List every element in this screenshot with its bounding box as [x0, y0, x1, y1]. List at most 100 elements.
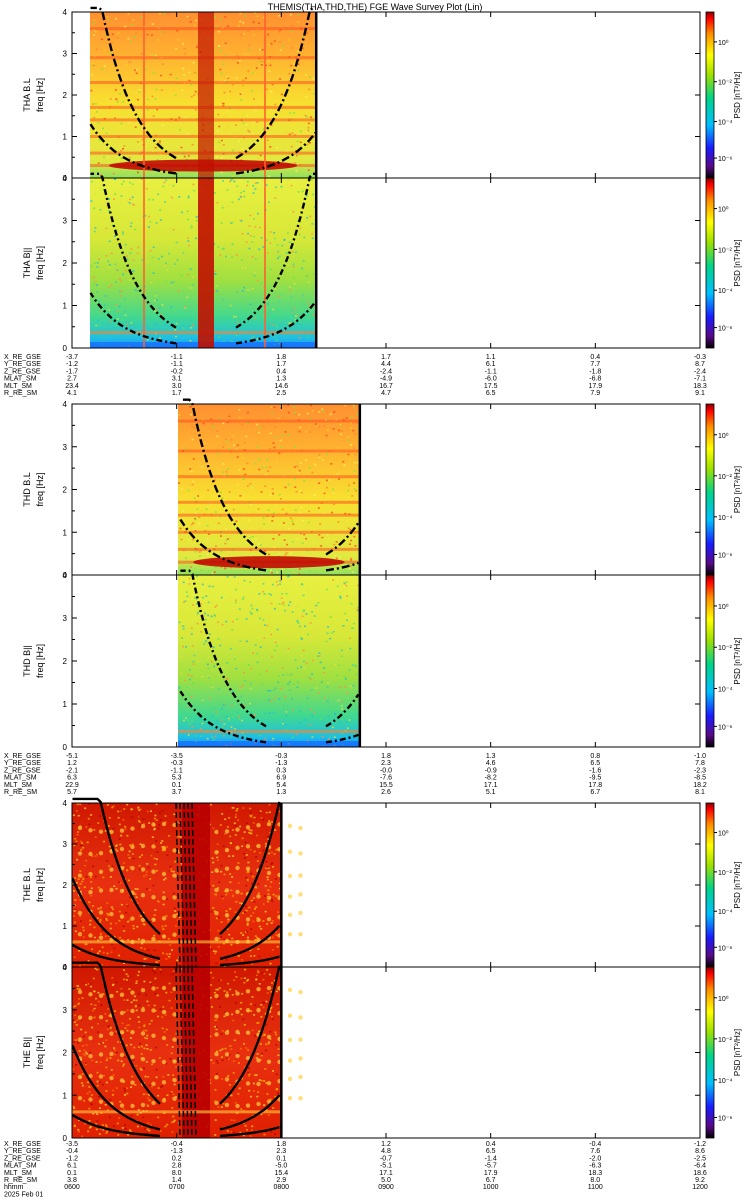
spectrogram-speckle: [218, 141, 221, 144]
spectrogram-speckle: [266, 690, 269, 692]
spectrogram-speckle: [253, 1014, 256, 1016]
spectrogram-speckle: [268, 70, 271, 72]
spectrogram-speckle: [339, 686, 342, 689]
spectrogram-speckle: [161, 304, 164, 306]
colorbar-tick-label: 10⁻²: [718, 474, 732, 481]
spectrogram-speckle: [309, 622, 312, 624]
spectrogram-speckle: [194, 518, 197, 521]
spectrogram-speckle: [118, 290, 121, 293]
spectrogram-speckle: [85, 1044, 88, 1046]
spectrogram-speckle: [240, 932, 243, 934]
spectrogram-speckle: [169, 73, 172, 76]
gyrofrequency-curve: [175, 802, 181, 968]
spectrogram-speckle: [216, 328, 219, 331]
spectrogram-speckle: [285, 406, 288, 408]
spectrogram-speckle: [248, 664, 250, 666]
spectrogram-speckle: [123, 298, 126, 301]
spectrogram-speckle: [156, 987, 159, 989]
ephemeris-value: 8.0: [590, 1177, 600, 1184]
spectrogram-speckle: [224, 833, 227, 835]
spectrogram-speckle: [343, 464, 346, 466]
spectrogram-speckle: [237, 244, 240, 247]
spectrogram-speckle: [245, 567, 248, 569]
spectrogram-speckle: [107, 1008, 110, 1010]
spectrogram-speckle: [232, 1019, 235, 1022]
spectrogram-speckle: [211, 715, 214, 717]
spectrogram-speckle: [288, 322, 291, 325]
spectrogram-speckle: [106, 860, 109, 862]
spectrogram-speckle: [318, 537, 321, 539]
spectrogram-speckle: [155, 222, 158, 224]
harmonic-dot: [88, 1097, 93, 1102]
spectrogram-speckle: [87, 983, 90, 985]
spectrogram-speckle: [243, 1043, 245, 1045]
ephemeris-label: MLAT_SM: [4, 376, 37, 383]
harmonic-dot: [266, 985, 272, 991]
spectrogram-speckle: [237, 819, 240, 821]
spectrogram-speckle: [331, 726, 334, 729]
spectrogram-speckle: [293, 307, 296, 309]
spectrogram-speckle: [82, 846, 85, 849]
spectrogram-speckle: [191, 720, 194, 723]
harmonic-dot: [88, 1054, 93, 1059]
spectrogram-speckle: [222, 704, 225, 706]
spectrogram-speckle: [338, 429, 340, 432]
spectrogram-speckle: [233, 728, 236, 730]
ephemeris-value: -8.2: [485, 775, 497, 782]
spectrogram-speckle: [348, 719, 351, 721]
spectrogram-speckle: [241, 233, 244, 235]
spectrogram-speckle: [252, 1082, 255, 1085]
spectrogram-speckle: [127, 920, 130, 923]
spectrogram-speckle: [106, 139, 109, 142]
spectrogram-speckle: [134, 1005, 137, 1008]
spectrogram-speckle: [177, 290, 180, 292]
spectrogram-speckle: [277, 417, 280, 420]
spectrogram-speckle: [270, 1130, 273, 1133]
spectrogram-speckle: [127, 13, 130, 15]
harmonic-dot: [151, 822, 156, 827]
harmonic-dot: [298, 1074, 303, 1080]
spectrogram-speckle: [307, 169, 310, 171]
spectrogram-speckle: [258, 865, 261, 867]
harmonic-dot: [235, 1053, 240, 1059]
spectrogram-speckle: [201, 724, 204, 727]
spectrogram-speckle: [254, 188, 257, 190]
colorbar-tick-label: 10⁻⁴: [718, 288, 733, 295]
spectrogram-speckle: [233, 576, 236, 578]
spectrogram-speckle: [257, 969, 259, 972]
spectrogram-speckle: [231, 256, 234, 258]
spectrogram-speckle: [233, 691, 235, 694]
spectrogram-speckle: [286, 543, 289, 546]
spectrogram-speckle: [186, 15, 189, 18]
gyrofrequency-curve: [219, 801, 281, 936]
spectrogram-speckle: [128, 879, 130, 882]
spectrogram-speckle: [127, 1133, 130, 1136]
spectrogram-speckle: [193, 189, 196, 192]
colorbar-tick-label: 10⁻⁴: [718, 120, 733, 127]
spectrogram-speckle: [274, 288, 277, 290]
spectrogram-speckle: [75, 881, 78, 884]
spectrogram-speckle: [221, 497, 224, 499]
harmonic-dot: [140, 917, 146, 923]
spectrogram-speckle: [249, 303, 252, 306]
spectrogram-speckle: [154, 322, 157, 325]
spectrogram-speckle: [115, 281, 117, 283]
spectrogram-speckle: [321, 408, 324, 411]
harmonic-dot: [119, 992, 125, 997]
ephemeris-value: -3.5: [66, 1141, 78, 1148]
spectrogram-speckle: [274, 930, 277, 933]
spectrogram-speckle: [139, 843, 142, 845]
spectrogram-speckle: [110, 252, 113, 255]
harmonic-dot: [256, 843, 261, 849]
spectrogram-speckle: [300, 37, 303, 40]
spectrogram-speckle: [128, 222, 131, 224]
ephemeris-value: -0.2: [171, 368, 183, 375]
spectrogram-speckle: [305, 662, 308, 665]
spectrogram-speckle: [134, 1084, 137, 1086]
spectrogram-speckle: [331, 511, 333, 514]
spectrogram-speckle: [118, 936, 121, 939]
spectrogram-speckle: [155, 1068, 158, 1071]
spectrogram-speckle: [162, 185, 165, 188]
spectrogram-speckle: [192, 183, 195, 186]
spectrogram-speckle: [335, 541, 338, 543]
